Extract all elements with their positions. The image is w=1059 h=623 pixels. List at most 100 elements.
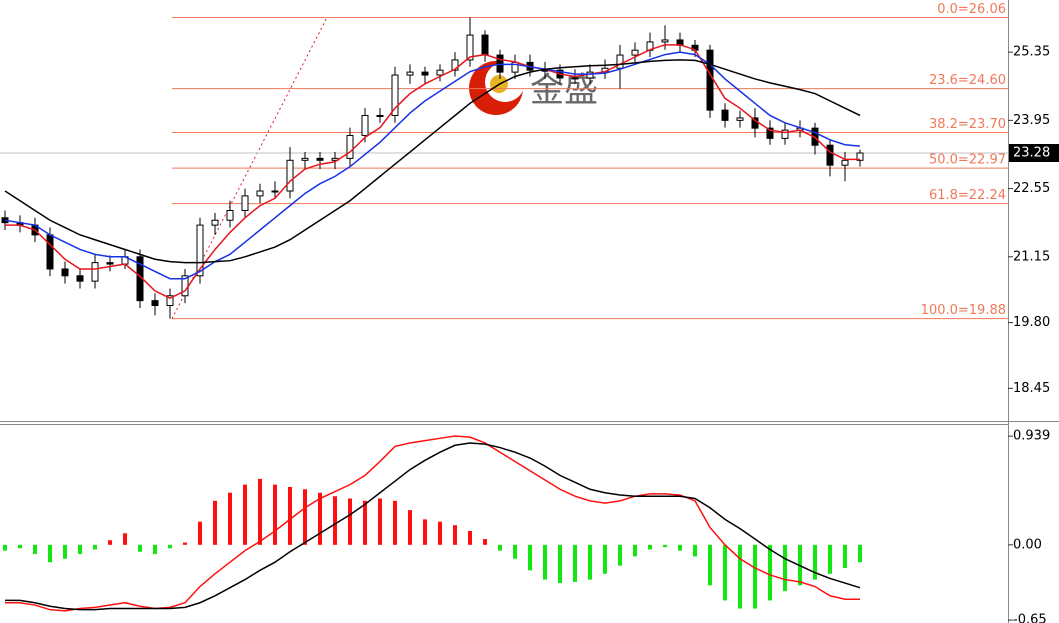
y-tick-label: 21.15 (1013, 249, 1050, 264)
last-price-label: 23.28 (1013, 146, 1050, 161)
fib-label: 100.0=19.88 (921, 303, 1006, 318)
candle-body (736, 117, 744, 121)
histogram-bar (153, 544, 157, 555)
histogram-bar (663, 544, 667, 548)
moving-average (4, 59, 861, 264)
candle-body (616, 54, 624, 69)
candle-body (376, 114, 384, 117)
candle-body (76, 275, 84, 282)
histogram-bar (513, 544, 517, 559)
histogram-bar (333, 496, 337, 545)
y-tick-label: 23.95 (1013, 113, 1050, 128)
histogram-bar (213, 500, 217, 545)
histogram-bar (423, 519, 427, 545)
histogram-bar (828, 544, 832, 574)
candle-body (571, 77, 579, 80)
histogram-bar (483, 539, 487, 545)
histogram-bar (108, 540, 112, 545)
histogram-bar (573, 544, 577, 582)
histogram-bar (678, 544, 682, 551)
candle-body (766, 127, 774, 139)
candle-body (61, 268, 69, 277)
candle-body (781, 129, 789, 139)
histogram-bar (198, 521, 202, 545)
histogram-bar (318, 492, 322, 545)
histogram-bar (3, 544, 7, 551)
candle-body (91, 262, 99, 282)
candle-body (406, 71, 414, 76)
histogram-bar (93, 544, 97, 550)
histogram-bar (813, 544, 817, 580)
histogram-bar (363, 500, 367, 545)
histogram-bar (33, 544, 37, 555)
histogram-bar (588, 544, 592, 580)
histogram-bar (603, 544, 607, 574)
histogram-bar (753, 544, 757, 609)
last-price-box (1009, 144, 1059, 163)
y-tick-label: 25.35 (1013, 45, 1050, 60)
histogram-bar (438, 521, 442, 545)
histogram-bar (78, 544, 82, 555)
histogram-bar (393, 500, 397, 545)
candle-body (226, 210, 234, 221)
fib-label: 23.6=24.60 (929, 73, 1006, 88)
candle-body (721, 109, 729, 121)
candle-body (421, 71, 429, 76)
y-tick-label: -0.65 (1013, 613, 1047, 623)
macd-line (5, 442, 861, 611)
histogram-bar (618, 544, 622, 566)
candle-body (481, 34, 489, 56)
candle-body (241, 195, 249, 211)
candle-body (631, 49, 639, 56)
y-tick-label: 22.55 (1013, 181, 1050, 196)
macd-line (5, 435, 860, 612)
y-tick-label: 19.80 (1013, 315, 1050, 330)
histogram-bar (858, 544, 862, 563)
histogram-bar (243, 484, 247, 545)
fib-label: 61.8=22.24 (929, 188, 1006, 203)
histogram-bar (408, 510, 412, 545)
candle-body (361, 114, 369, 136)
histogram-bar (273, 484, 277, 545)
candle-body (196, 224, 204, 277)
histogram-bar (378, 498, 382, 545)
candle-body (466, 34, 474, 61)
candle-body (166, 295, 174, 307)
histogram-bar (18, 544, 22, 549)
histogram-bar (123, 533, 127, 545)
histogram-bar (558, 544, 562, 584)
histogram-bar (63, 544, 67, 559)
candle-body (826, 144, 834, 166)
histogram-bar (648, 544, 652, 550)
y-tick-label: 0.00 (1013, 537, 1042, 552)
y-tick-label: 0.939 (1013, 429, 1050, 444)
histogram-bar (288, 486, 292, 545)
candle-body (706, 49, 714, 111)
histogram-bar (303, 489, 307, 545)
candle-body (451, 59, 459, 71)
histogram-bar (528, 544, 532, 571)
histogram-bar (168, 544, 172, 549)
candle-body (841, 159, 849, 166)
histogram-bar (708, 544, 712, 586)
histogram-bar (633, 544, 637, 557)
histogram-bar (48, 544, 52, 563)
candle-body (151, 300, 159, 307)
moving-average (4, 51, 861, 280)
histogram-bar (453, 525, 457, 545)
candle-body (856, 152, 864, 161)
histogram-bar (258, 478, 262, 545)
moving-average (5, 44, 860, 300)
candle-body (256, 190, 264, 197)
histogram-bar (543, 544, 547, 580)
histogram-bar (183, 542, 187, 545)
candle-body (271, 190, 279, 193)
candle-body (286, 159, 294, 192)
histogram-bar (228, 492, 232, 545)
histogram-bar (768, 544, 772, 601)
candle-body (46, 234, 54, 270)
histogram-bar (693, 544, 697, 557)
histogram-bar (348, 498, 352, 545)
